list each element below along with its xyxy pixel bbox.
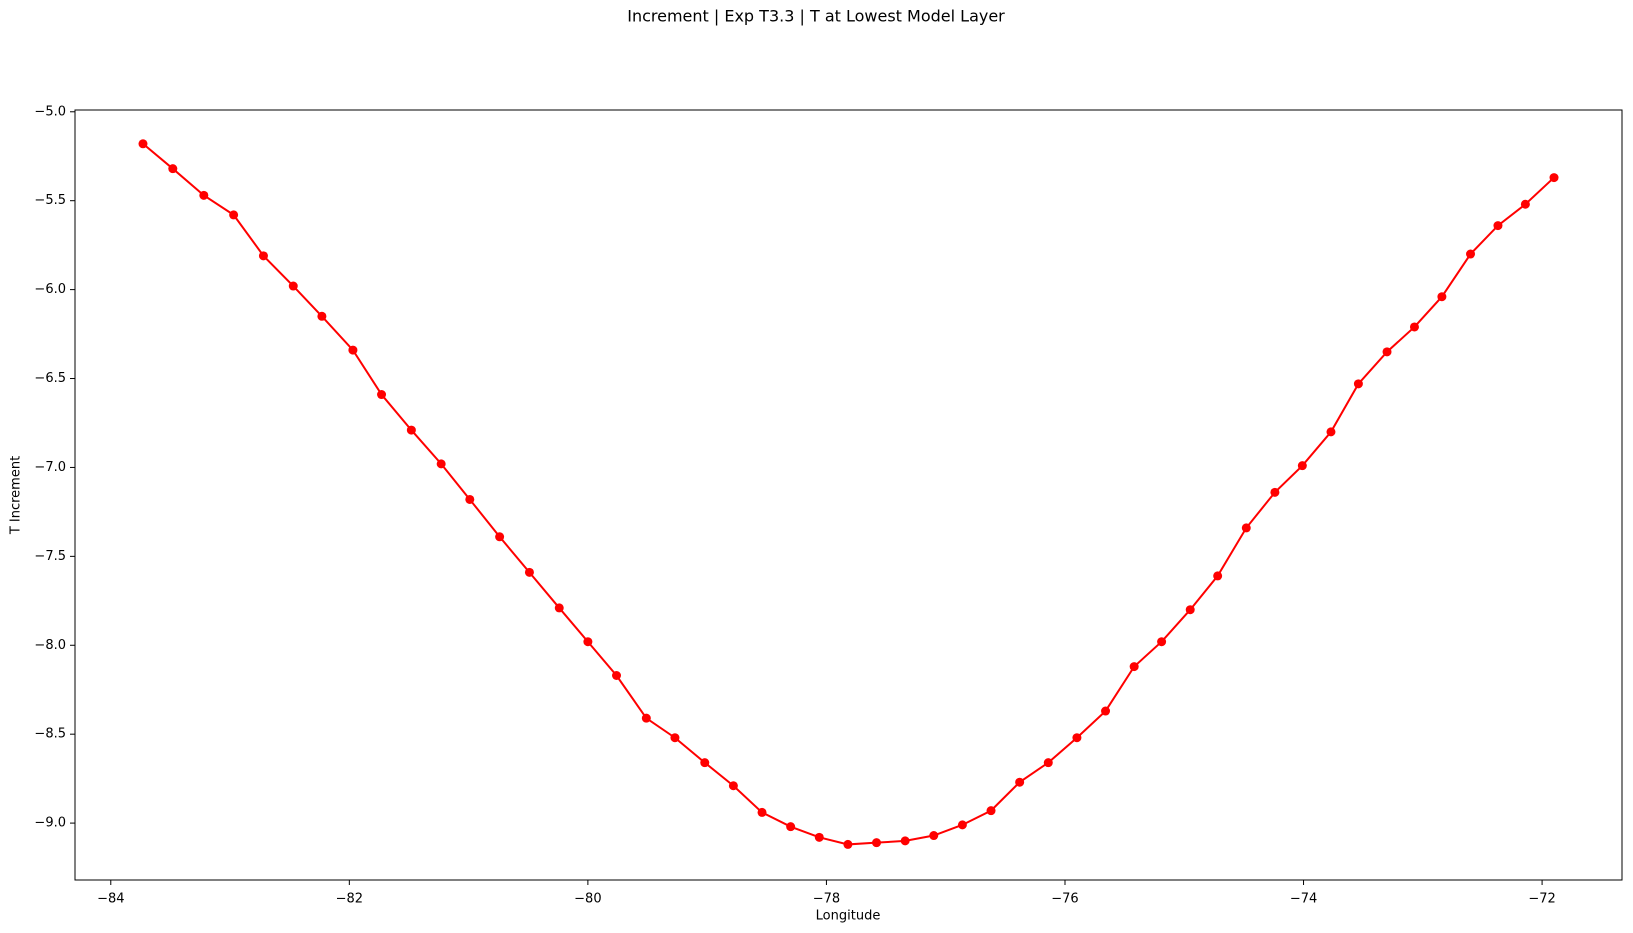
- data-point: [436, 459, 446, 469]
- data-point: [929, 831, 939, 841]
- data-point: [258, 251, 268, 261]
- y-tick-label: −7.5: [34, 549, 66, 564]
- data-point: [495, 532, 505, 542]
- y-tick-label: −8.0: [34, 638, 66, 653]
- data-point: [957, 820, 967, 830]
- x-tick-label: −74: [1290, 892, 1317, 907]
- data-point: [757, 807, 767, 817]
- data-point: [900, 836, 910, 846]
- data-point: [524, 567, 534, 577]
- data-point: [1185, 605, 1195, 615]
- data-line: [142, 143, 1555, 846]
- data-point: [612, 670, 622, 680]
- data-point: [583, 637, 593, 647]
- data-point: [1043, 758, 1053, 768]
- data-point: [138, 139, 148, 149]
- data-point: [1072, 733, 1082, 743]
- data-point: [1353, 379, 1363, 389]
- data-point: [168, 164, 178, 174]
- data-point: [670, 733, 680, 743]
- x-tick-label: −76: [1051, 892, 1078, 907]
- plot-frame: [74, 109, 1623, 881]
- data-point: [1520, 199, 1530, 209]
- data-point: [700, 758, 710, 768]
- data-point: [1015, 777, 1025, 787]
- data-point: [348, 345, 358, 355]
- data-point: [1409, 322, 1419, 332]
- x-tick-label: −82: [336, 892, 363, 907]
- data-point: [317, 311, 327, 321]
- data-point: [641, 713, 651, 723]
- y-tick-label: −9.0: [34, 816, 66, 831]
- data-point: [554, 603, 564, 613]
- x-tick-label: −78: [813, 892, 840, 907]
- chart-title: Increment | Exp T3.3 | T at Lowest Model…: [627, 7, 1005, 26]
- data-point: [1213, 571, 1223, 581]
- data-point: [872, 838, 882, 848]
- y-tick-label: −6.5: [34, 371, 66, 386]
- data-point: [288, 281, 298, 291]
- y-tick-label: −7.0: [34, 460, 66, 475]
- data-point: [986, 806, 996, 816]
- x-tick-label: −80: [574, 892, 601, 907]
- y-tick-label: −8.5: [34, 727, 66, 742]
- data-point: [1466, 249, 1476, 259]
- data-point: [1129, 662, 1139, 672]
- data-point: [465, 494, 475, 504]
- data-point: [1493, 221, 1503, 231]
- data-point: [814, 832, 824, 842]
- y-tick-label: −5.5: [34, 193, 66, 208]
- data-point: [1241, 523, 1251, 533]
- x-tick-label: −72: [1528, 892, 1555, 907]
- data-point: [1157, 637, 1167, 647]
- data-point: [377, 390, 387, 400]
- data-point: [728, 781, 738, 791]
- data-point: [1549, 173, 1559, 183]
- data-point: [843, 839, 853, 849]
- data-point: [1437, 292, 1447, 302]
- y-axis-label: T Increment: [9, 456, 24, 535]
- data-point: [1297, 461, 1307, 471]
- data-point: [1270, 487, 1280, 497]
- data-point: [406, 425, 416, 435]
- data-point: [1101, 706, 1111, 716]
- data-point: [229, 210, 239, 220]
- data-point: [1382, 347, 1392, 357]
- x-tick-label: −84: [97, 892, 124, 907]
- y-tick-label: −6.0: [34, 282, 66, 297]
- x-axis-label: Longitude: [816, 909, 881, 924]
- data-point: [786, 822, 796, 832]
- y-tick-label: −5.0: [34, 104, 66, 119]
- data-point: [1326, 427, 1336, 437]
- data-point: [199, 190, 209, 200]
